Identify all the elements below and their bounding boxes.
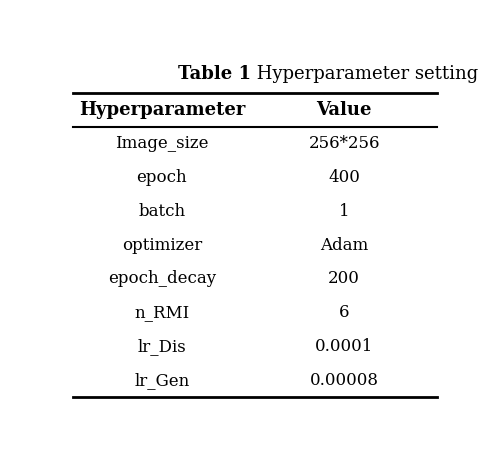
Text: 256*256: 256*256 (308, 135, 380, 152)
Text: lr_Dis: lr_Dis (138, 338, 186, 355)
Text: 0.00008: 0.00008 (310, 372, 379, 389)
Text: 200: 200 (328, 270, 360, 287)
Text: 1: 1 (339, 202, 349, 220)
Text: 400: 400 (328, 169, 360, 186)
Text: epoch: epoch (137, 169, 187, 186)
Text: Image_size: Image_size (115, 135, 209, 152)
Text: 0.0001: 0.0001 (315, 338, 373, 355)
Text: Value: Value (317, 101, 372, 119)
Text: n_RMI: n_RMI (134, 304, 190, 321)
Text: epoch_decay: epoch_decay (108, 270, 216, 287)
Text: Adam: Adam (320, 237, 368, 253)
Text: Hyperparameter: Hyperparameter (79, 101, 245, 119)
Text: lr_Gen: lr_Gen (134, 372, 190, 389)
Text: Table 1: Table 1 (178, 65, 251, 83)
Text: 6: 6 (339, 304, 349, 321)
Text: batch: batch (138, 202, 185, 220)
Text: Hyperparameter setting: Hyperparameter setting (251, 65, 478, 83)
Text: optimizer: optimizer (122, 237, 202, 253)
